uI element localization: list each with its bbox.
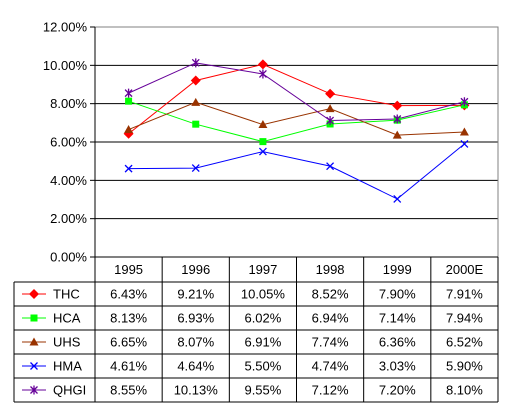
table-cell: 8.13%	[110, 311, 147, 326]
data-point-uhs	[191, 97, 201, 106]
table-cell: 5.90%	[446, 359, 483, 374]
table-cell: 6.93%	[177, 311, 214, 326]
legend-key-marker	[30, 314, 38, 322]
x-tick-label: 1998	[316, 262, 345, 277]
table-cell: 8.07%	[177, 335, 214, 350]
table-cell: 7.94%	[446, 311, 483, 326]
table-cell: 7.90%	[379, 287, 416, 302]
legend-key-marker	[30, 362, 38, 370]
data-point-thc	[190, 75, 201, 86]
data-point-hma	[124, 164, 133, 173]
table-cell: 6.52%	[446, 335, 483, 350]
y-tick-label: 12.00%	[43, 20, 88, 35]
legend-label: QHGI	[53, 383, 86, 398]
data-point-hca	[125, 97, 133, 105]
table-cell: 6.36%	[379, 335, 416, 350]
series-line-qhgi	[128, 62, 465, 122]
table-cell: 10.13%	[174, 383, 219, 398]
data-point-qhgi	[191, 58, 200, 68]
data-point-thc	[325, 88, 336, 99]
y-tick-label: 8.00%	[50, 96, 87, 111]
data-point-hma	[326, 162, 335, 171]
legend-label: UHS	[53, 335, 81, 350]
table-cell: 8.52%	[312, 287, 349, 302]
table-cell: 6.94%	[312, 311, 349, 326]
table-cell: 8.55%	[110, 383, 147, 398]
data-point-hca	[192, 120, 200, 128]
data-table: 1995 1996 1997 1998 1999 2000E THC 6.43% 9.21% 10…	[13, 256, 499, 403]
table-cell: 6.91%	[244, 335, 281, 350]
y-tick-label: 6.00%	[50, 135, 87, 150]
data-point-uhs	[325, 104, 335, 113]
table-cell: 9.21%	[177, 287, 214, 302]
table-cell: 7.74%	[312, 335, 349, 350]
legend-key-marker	[29, 337, 39, 346]
y-tick-label: 10.00%	[43, 58, 88, 73]
data-point-uhs	[459, 127, 469, 136]
data-point-thc	[392, 100, 403, 111]
series-line-hma	[128, 143, 465, 200]
grid-lines	[94, 26, 499, 258]
table-cell: 7.20%	[379, 383, 416, 398]
data-point-hma	[191, 164, 200, 173]
x-tick-label: 1996	[181, 262, 210, 277]
x-tick-label: 1995	[114, 262, 143, 277]
data-point-qhgi	[124, 88, 133, 98]
y-tick-label: 2.00%	[50, 211, 87, 226]
table-cell: 3.03%	[379, 359, 416, 374]
legend-label: HCA	[53, 311, 81, 326]
legend-key-marker	[30, 385, 38, 395]
x-tick-label: 1999	[383, 262, 412, 277]
table-cell: 7.14%	[379, 311, 416, 326]
table-cell: 5.50%	[244, 359, 281, 374]
table-cell: 8.10%	[446, 383, 483, 398]
table-cell: 7.91%	[446, 287, 483, 302]
data-point-qhgi	[258, 69, 267, 79]
y-tick-label: 0.00%	[50, 250, 87, 265]
table-cell: 6.02%	[244, 311, 281, 326]
data-point-thc	[257, 59, 268, 70]
legend-label: HMA	[53, 359, 82, 374]
legend-key-marker	[29, 289, 39, 299]
series-line-thc	[128, 63, 465, 135]
table-cell: 4.61%	[110, 359, 147, 374]
y-axis: 0.00% 2.00% 4.00% 6.00% 8.00% 10.00% 12.00%	[43, 20, 96, 265]
table-cell: 4.64%	[177, 359, 214, 374]
series-markers	[123, 58, 470, 203]
data-point-uhs	[392, 130, 402, 139]
table-cell: 6.65%	[110, 335, 147, 350]
data-point-hma	[460, 139, 469, 148]
data-point-qhgi	[393, 114, 402, 124]
data-point-uhs	[124, 125, 134, 134]
table-cell: 6.43%	[110, 287, 147, 302]
table-cell: 7.12%	[312, 383, 349, 398]
table-cell: 4.74%	[312, 359, 349, 374]
data-point-qhgi	[460, 97, 469, 107]
data-point-uhs	[258, 120, 268, 129]
data-point-hma	[258, 147, 267, 156]
data-point-hma	[393, 194, 402, 203]
data-point-hca	[259, 138, 267, 146]
x-tick-label: 2000E	[446, 262, 484, 277]
legend-label: THC	[53, 287, 80, 302]
data-point-qhgi	[326, 116, 335, 126]
series-line-hca	[128, 100, 465, 143]
table-cell: 9.55%	[244, 383, 281, 398]
table-cell: 10.05%	[241, 287, 286, 302]
series-line-uhs	[128, 101, 465, 136]
x-tick-label: 1997	[248, 262, 277, 277]
y-tick-label: 4.00%	[50, 173, 87, 188]
series-lines	[128, 62, 465, 200]
